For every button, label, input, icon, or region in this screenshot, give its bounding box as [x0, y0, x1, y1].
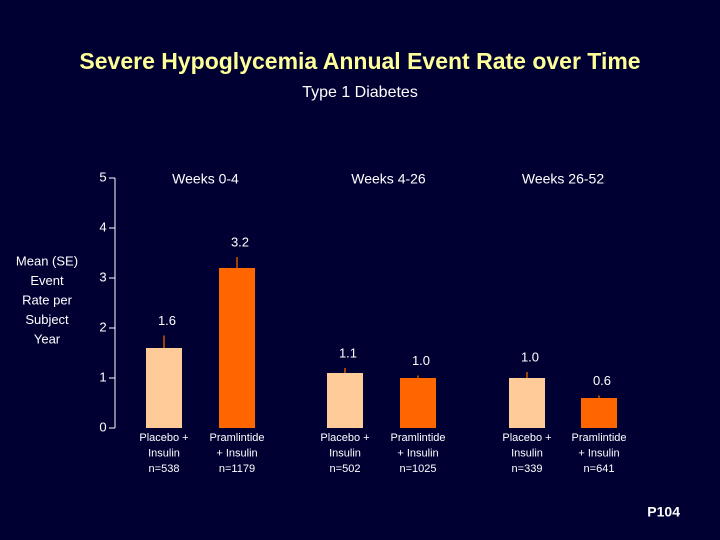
value-label: 1.0: [521, 349, 539, 364]
x-tick-label: Placebo +: [320, 432, 369, 444]
y-axis-label: Subject: [25, 312, 69, 327]
bar: [400, 378, 436, 428]
x-tick-label: Placebo +: [502, 432, 551, 444]
value-label: 1.6: [158, 313, 176, 328]
x-tick-label: n=1179: [219, 463, 255, 475]
x-tick-label: + Insulin: [397, 447, 438, 459]
y-tick-label: 4: [99, 219, 106, 234]
x-tick-label: Pramlintide: [209, 432, 264, 444]
bar: [327, 373, 363, 428]
x-tick-label: n=1025: [399, 463, 436, 475]
x-tick-label: + Insulin: [216, 447, 257, 459]
bar: [509, 378, 545, 428]
x-tick-label: n=339: [512, 463, 543, 475]
value-label: 0.6: [593, 373, 611, 388]
x-tick-label: n=641: [584, 463, 615, 475]
x-tick-label: Insulin: [329, 447, 361, 459]
bar: [146, 348, 182, 428]
bar: [581, 398, 617, 428]
y-tick-label: 1: [99, 369, 106, 384]
x-tick-label: Insulin: [511, 447, 543, 459]
chart-title: Severe Hypoglycemia Annual Event Rate ov…: [79, 48, 640, 74]
x-tick-label: n=538: [149, 463, 180, 475]
y-axis-label: Year: [34, 331, 61, 346]
y-axis-label: Mean (SE): [16, 253, 78, 268]
value-label: 1.1: [339, 345, 357, 360]
bar: [219, 268, 255, 428]
x-tick-label: Insulin: [148, 447, 180, 459]
x-tick-label: + Insulin: [578, 447, 619, 459]
chart-subtitle: Type 1 Diabetes: [302, 84, 418, 101]
x-tick-label: n=502: [330, 463, 361, 475]
y-axis-label: Rate per: [22, 292, 73, 307]
value-label: 3.2: [231, 234, 249, 249]
y-axis-label: Event: [30, 273, 64, 288]
group-label: Weeks 4-26: [351, 171, 426, 187]
group-label: Weeks 26-52: [522, 171, 604, 187]
x-tick-label: Pramlintide: [390, 432, 445, 444]
y-tick-label: 5: [99, 169, 106, 184]
footnote: P104: [647, 504, 680, 520]
y-tick-label: 0: [99, 419, 106, 434]
value-label: 1.0: [412, 353, 430, 368]
group-label: Weeks 0-4: [172, 171, 239, 187]
x-tick-label: Pramlintide: [571, 432, 626, 444]
y-tick-label: 2: [99, 319, 106, 334]
x-tick-label: Placebo +: [139, 432, 188, 444]
y-tick-label: 3: [99, 269, 106, 284]
